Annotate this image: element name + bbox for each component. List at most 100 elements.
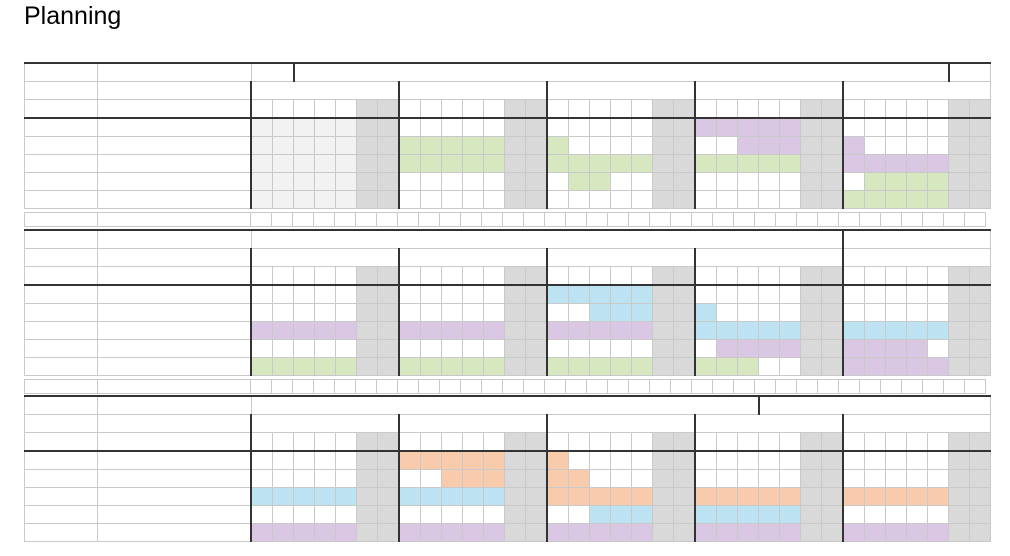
task-cell [821, 469, 844, 488]
task-cell [969, 321, 991, 340]
task-cell [885, 303, 907, 322]
day-number [610, 266, 632, 286]
task-cell [948, 190, 970, 209]
activity-header-blank [97, 81, 252, 100]
week-number [842, 81, 991, 100]
company-cell [24, 303, 98, 322]
task-cell [546, 523, 569, 542]
spacer-cell [460, 212, 482, 227]
task-cell [377, 450, 400, 470]
task-cell [314, 190, 336, 209]
task-cell [483, 523, 505, 542]
task-cell [250, 136, 273, 155]
task-cell [546, 321, 569, 340]
company-cell [24, 487, 98, 506]
day-number [631, 432, 653, 452]
task-cell [948, 284, 970, 304]
task-cell [272, 303, 294, 322]
task-cell [610, 339, 632, 358]
task-cell [483, 117, 505, 137]
task-cell [610, 450, 632, 470]
spacer-cell [544, 379, 566, 394]
task-cell [377, 357, 400, 376]
task-cell [631, 450, 653, 470]
task-cell [906, 339, 928, 358]
day-number [758, 266, 780, 286]
day-number [737, 266, 759, 286]
task-cell [272, 469, 294, 488]
company-cell [24, 339, 98, 358]
spacer-cell [502, 212, 524, 227]
day-number [885, 266, 907, 286]
task-cell [842, 469, 865, 488]
spacer-cell [376, 212, 398, 227]
task-cell [568, 321, 590, 340]
spacer-cell [838, 379, 860, 394]
spacer-cell [97, 212, 251, 227]
task-cell [335, 303, 357, 322]
spacer-cell [355, 212, 377, 227]
task-cell [483, 469, 505, 488]
spacer-cell [292, 212, 314, 227]
task-cell [673, 172, 696, 191]
task-cell [864, 154, 886, 173]
task-cell [250, 487, 273, 506]
task-cell [652, 117, 674, 137]
task-cell [610, 172, 632, 191]
day-number [631, 266, 653, 286]
activity-cell [97, 136, 252, 155]
task-cell [969, 487, 991, 506]
task-cell [398, 136, 421, 155]
task-cell [906, 190, 928, 209]
spacer-cell [796, 212, 818, 227]
task-cell [462, 469, 484, 488]
task-cell [377, 136, 400, 155]
week-number [250, 81, 400, 100]
day-number [652, 266, 674, 286]
task-cell [335, 117, 357, 137]
activity-cell [97, 523, 252, 542]
activity-cell [97, 505, 252, 524]
task-cell [800, 190, 822, 209]
task-cell [314, 321, 336, 340]
task-cell [631, 117, 653, 137]
spacer-cell [397, 379, 419, 394]
day-number [568, 266, 590, 286]
week-number [398, 81, 548, 100]
task-cell [568, 339, 590, 358]
task-cell [546, 172, 569, 191]
task-cell [441, 450, 463, 470]
spacer-cell [817, 212, 839, 227]
task-cell [377, 303, 400, 322]
month-label [947, 62, 991, 82]
task-cell [737, 284, 759, 304]
day-number [420, 432, 442, 452]
task-cell [716, 505, 738, 524]
task-cell [314, 523, 336, 542]
task-cell [716, 117, 738, 137]
table-row [24, 357, 991, 376]
task-cell [906, 154, 928, 173]
task-cell [589, 117, 611, 137]
day-number [864, 99, 886, 119]
task-cell [250, 284, 273, 304]
company-cell [24, 505, 98, 524]
spacer-cell [922, 212, 944, 227]
task-cell [800, 136, 822, 155]
task-cell [546, 303, 569, 322]
task-cell [716, 357, 738, 376]
day-number [462, 432, 484, 452]
spacer-cell [901, 212, 923, 227]
task-cell [420, 303, 442, 322]
task-cell [356, 357, 378, 376]
activity-header-blank [97, 414, 252, 433]
task-cell [589, 357, 611, 376]
day-number [356, 99, 378, 119]
task-cell [631, 136, 653, 155]
task-cell [948, 117, 970, 137]
task-cell [441, 154, 463, 173]
day-number [673, 99, 696, 119]
task-cell [525, 303, 548, 322]
spacer-cell [964, 212, 986, 227]
table-row [24, 154, 991, 173]
